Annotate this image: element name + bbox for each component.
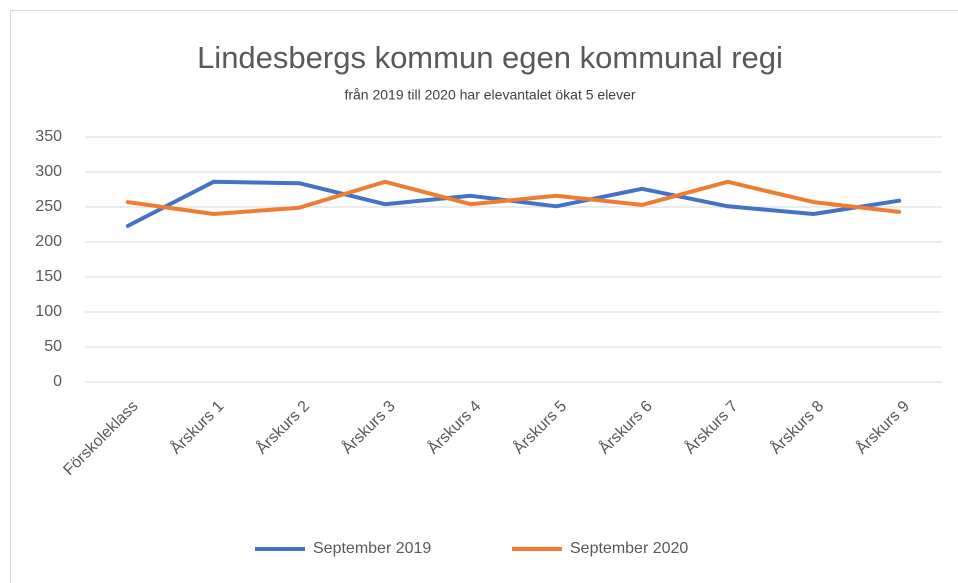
chart-title: Lindesbergs kommun egen kommunal regi	[197, 40, 783, 75]
series-line	[125, 179, 902, 216]
y-tick-label: 300	[35, 163, 62, 180]
y-tick-label: 250	[35, 198, 62, 215]
chart-subtitle: från 2019 till 2020 har elevantalet ökat…	[344, 87, 635, 103]
y-tick-label: 200	[35, 233, 62, 250]
y-tick-label: 50	[44, 338, 62, 355]
legend-label: September 2019	[313, 540, 431, 557]
y-tick-label: 100	[35, 303, 62, 320]
y-tick-label: 350	[35, 128, 62, 145]
y-tick-label: 150	[35, 268, 62, 285]
legend-label: September 2020	[570, 540, 688, 557]
y-tick-label: 0	[53, 373, 62, 390]
chart-frame	[10, 10, 958, 583]
